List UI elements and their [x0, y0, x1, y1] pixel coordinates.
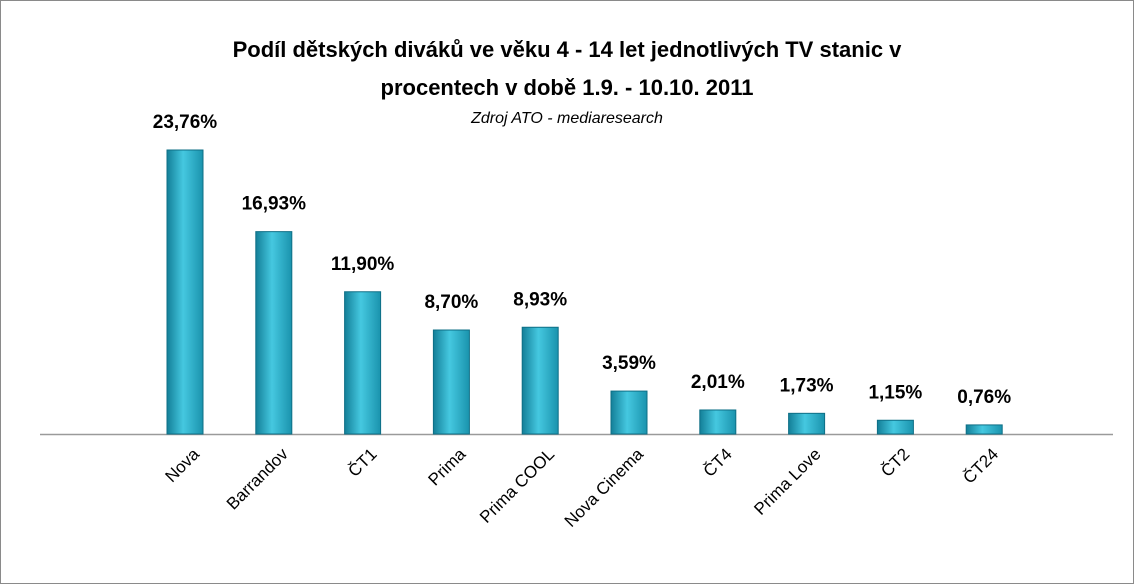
value-label: 11,90% — [331, 254, 394, 275]
value-label: 8,70% — [424, 292, 478, 313]
bar — [255, 231, 293, 435]
chart-subtitle: Zdroj ATO - mediaresearch — [470, 110, 663, 127]
value-label: 3,59% — [602, 353, 656, 374]
bar — [965, 424, 1003, 435]
bar — [166, 149, 204, 435]
value-label: 16,93% — [242, 194, 307, 215]
value-label: 0,76% — [957, 387, 1011, 408]
chart-title: procentech v době 1.9. - 10.10. 2011 — [381, 75, 754, 100]
bar — [432, 329, 470, 435]
bar — [521, 326, 559, 435]
bar — [610, 390, 648, 435]
bar — [344, 291, 382, 435]
bar — [876, 419, 914, 435]
bar — [788, 412, 826, 435]
value-label: 23,76% — [153, 112, 218, 133]
value-label: 8,93% — [513, 289, 567, 310]
bar — [699, 409, 737, 435]
chart-title: Podíl dětských diváků ve věku 4 - 14 let… — [233, 37, 903, 62]
value-label: 1,15% — [868, 382, 922, 403]
value-label: 2,01% — [691, 372, 745, 393]
value-label: 1,73% — [780, 375, 834, 396]
